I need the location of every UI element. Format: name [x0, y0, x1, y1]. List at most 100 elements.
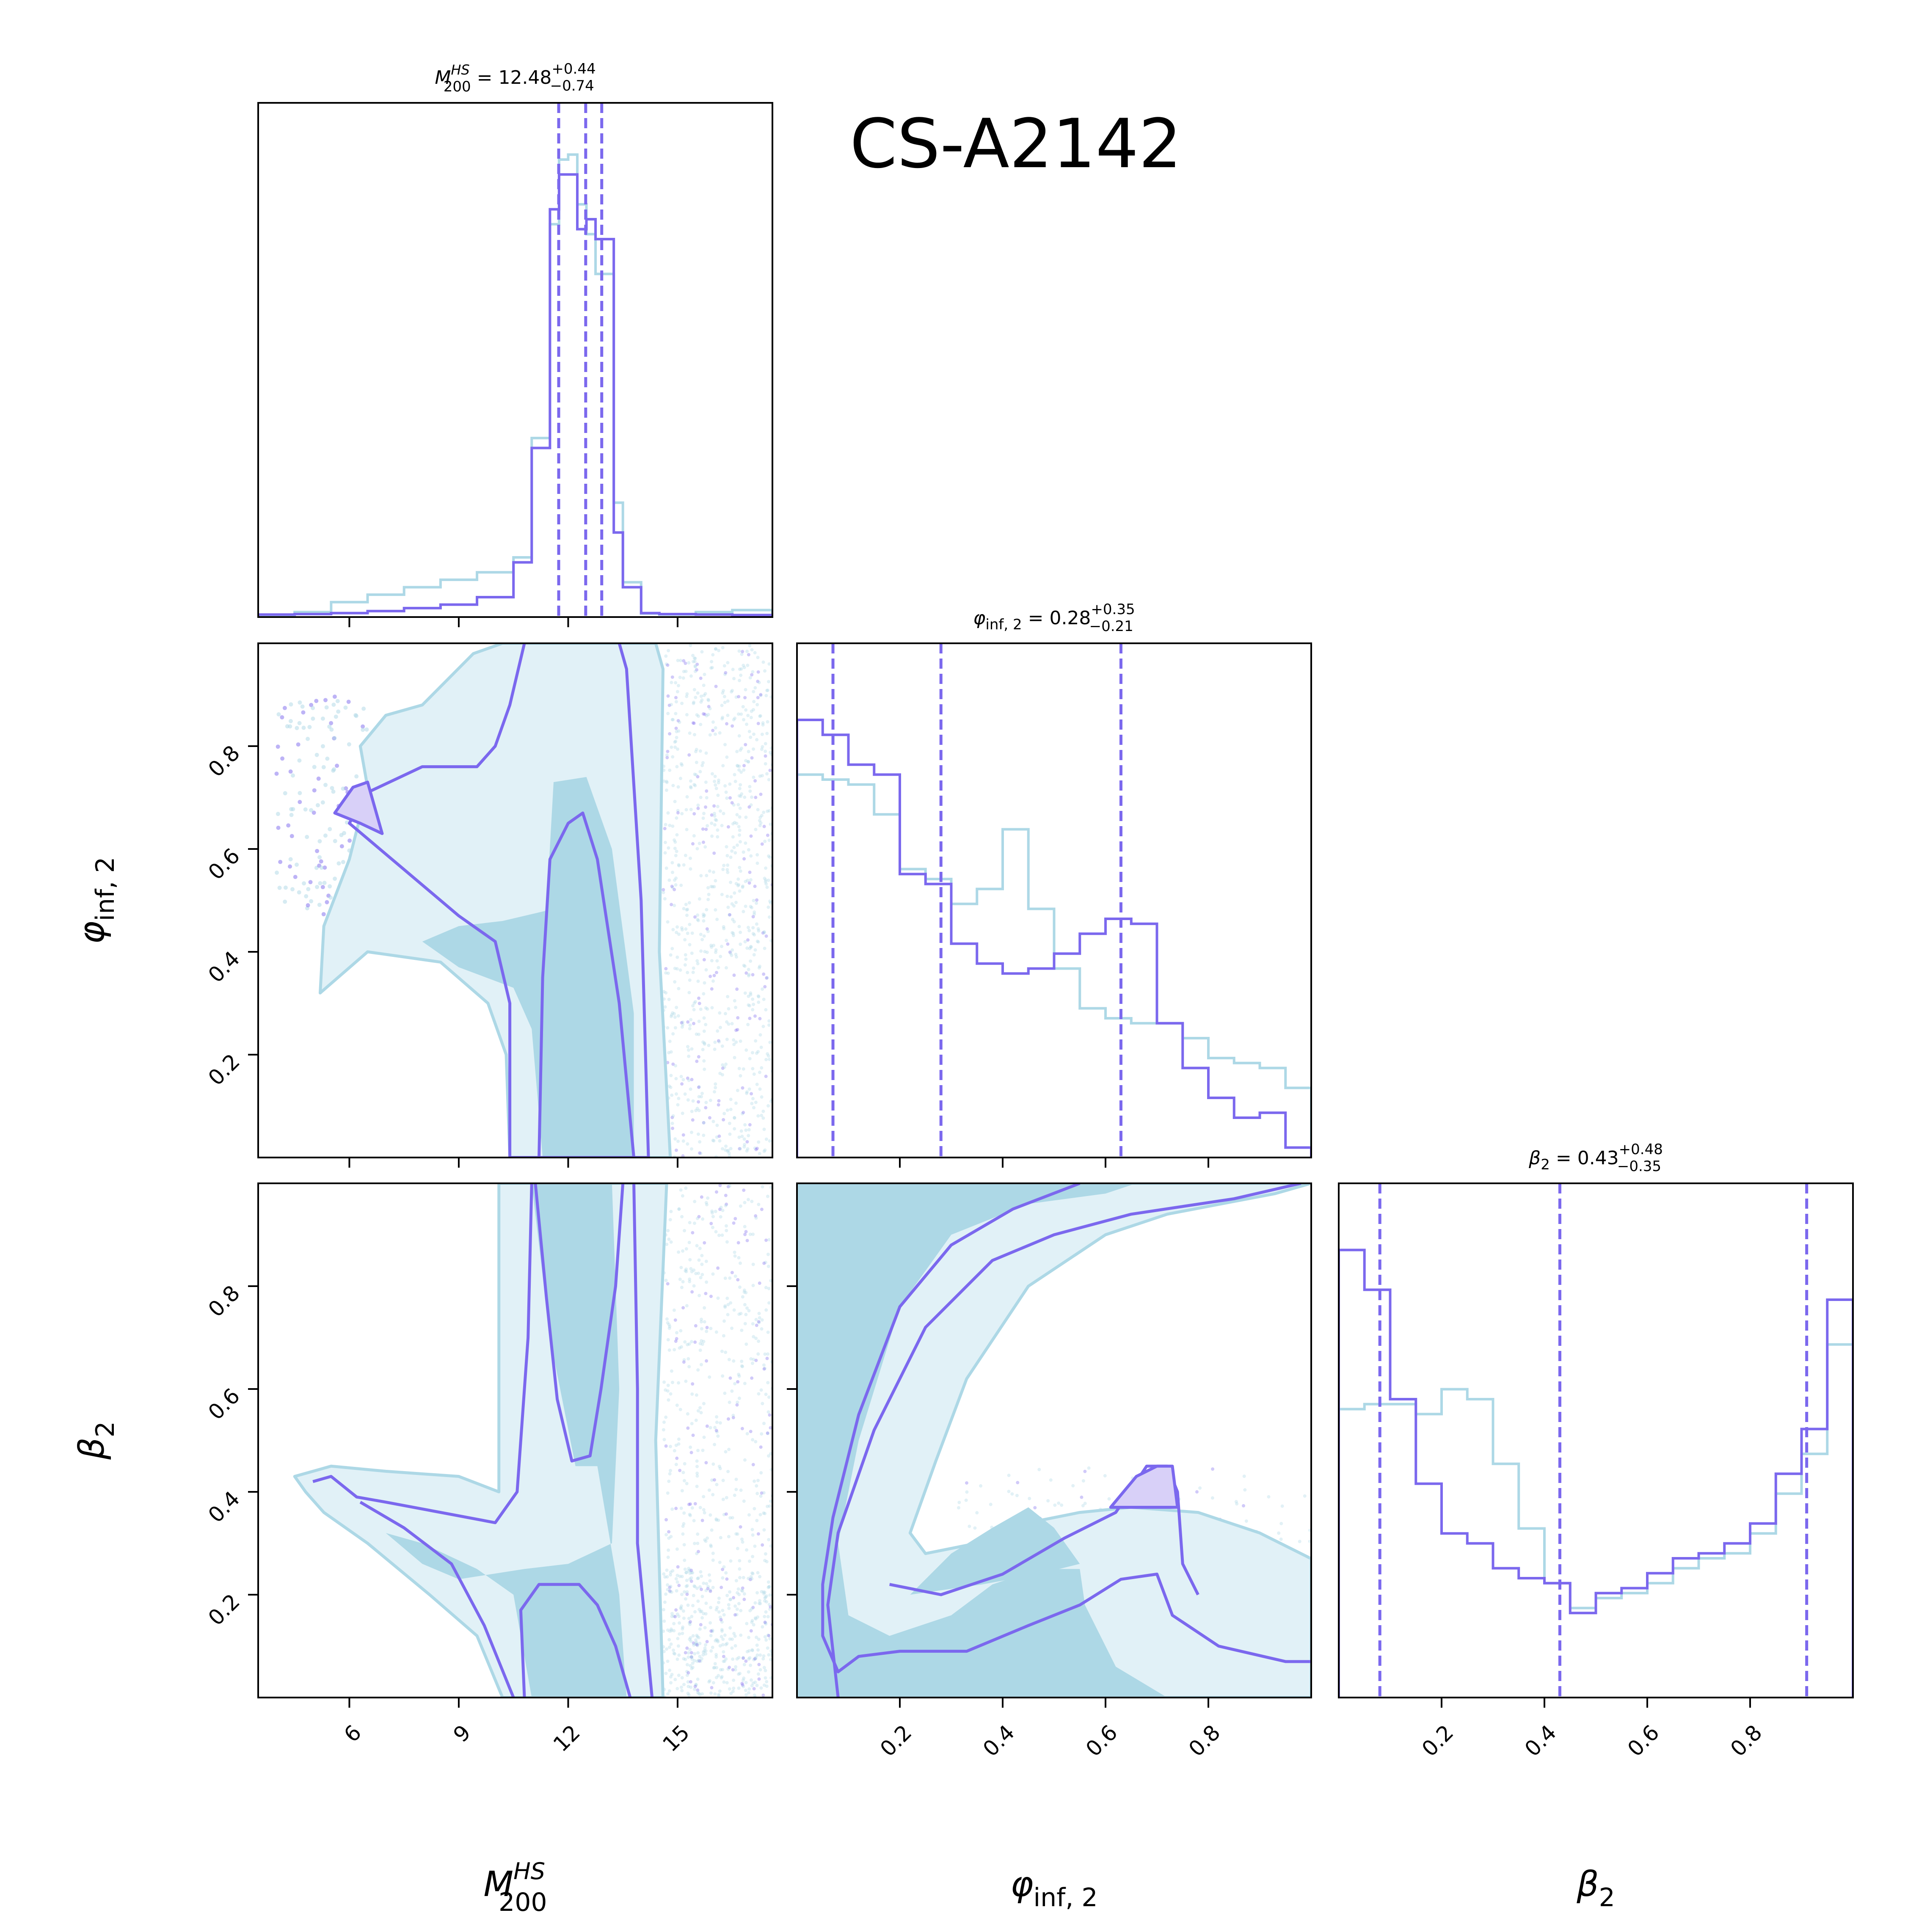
sample-point: [755, 1051, 758, 1055]
sample-point: [683, 1558, 687, 1562]
panel-frame: [1338, 1182, 1854, 1698]
x-tick-label: 0.6: [1081, 1720, 1122, 1761]
sample-point: [732, 920, 736, 923]
sample-point: [673, 878, 676, 882]
sample-point: [680, 928, 684, 932]
sample-point: [724, 790, 728, 794]
sample-point: [749, 904, 753, 908]
sample-point: [290, 834, 294, 838]
sample-point: [666, 1384, 670, 1387]
sample-point: [718, 1689, 722, 1693]
sample-point: [674, 1092, 678, 1096]
sample-point: [1083, 1502, 1087, 1505]
sample-point: [710, 821, 714, 825]
sample-point: [721, 716, 725, 719]
sample-point: [674, 1064, 678, 1068]
sample-point: [739, 943, 742, 946]
sample-point: [695, 1485, 699, 1488]
sample-point: [721, 691, 725, 695]
sample-point: [709, 1295, 713, 1298]
sample-point: [747, 653, 750, 656]
sample-point: [707, 893, 711, 896]
sample-point: [720, 1676, 723, 1680]
sample-point: [739, 673, 743, 677]
sample-point: [702, 934, 706, 938]
sample-point: [698, 1406, 702, 1410]
sample-point: [673, 980, 677, 984]
sample-point: [684, 1247, 688, 1251]
sample-point: [709, 1691, 713, 1695]
sample-point: [669, 1014, 673, 1018]
sample-point: [702, 694, 706, 697]
sample-point: [759, 694, 763, 697]
sample-point: [664, 654, 668, 658]
sample-point: [671, 886, 675, 890]
sample-point: [751, 1606, 755, 1610]
sample-point: [698, 897, 701, 901]
sample-point: [328, 895, 333, 900]
sample-point: [320, 800, 325, 805]
sample-point: [725, 1149, 729, 1153]
sample-point: [691, 1665, 695, 1669]
sample-point: [756, 696, 760, 700]
sample-point: [721, 1637, 725, 1641]
sample-point: [973, 1526, 977, 1530]
sample-point: [744, 1693, 748, 1697]
sample-point: [759, 1686, 763, 1690]
sample-point: [686, 1426, 690, 1430]
sample-point: [757, 681, 761, 684]
sample-point: [688, 1513, 692, 1516]
sample-point: [701, 712, 705, 716]
sample-point: [682, 1360, 686, 1364]
sample-point: [726, 699, 730, 703]
sample-point: [725, 1681, 729, 1685]
sample-point: [679, 1506, 683, 1510]
sample-point: [662, 990, 666, 994]
sample-point: [685, 1592, 689, 1596]
sample-point: [697, 1085, 701, 1089]
sample-point: [712, 1478, 716, 1482]
sample-point: [756, 1050, 760, 1053]
sample-point: [677, 864, 681, 868]
sample-point: [726, 1185, 730, 1188]
sample-point: [323, 698, 328, 703]
sample-point: [698, 1627, 702, 1631]
sample-point: [335, 699, 340, 703]
sample-point: [722, 1659, 725, 1663]
sample-point: [682, 907, 686, 911]
sample-point: [743, 1123, 747, 1127]
sample-point: [733, 1613, 737, 1617]
sample-point: [746, 879, 750, 882]
sample-point: [728, 1376, 732, 1380]
sample-point: [763, 1352, 767, 1356]
sample-point: [721, 646, 725, 650]
sample-point: [667, 1536, 671, 1540]
sample-point: [729, 1147, 733, 1150]
sample-point: [339, 844, 344, 849]
title-value: = 0.43: [1550, 1147, 1619, 1169]
sample-point: [742, 768, 746, 772]
title-minus: −0.21: [1089, 618, 1133, 635]
sample-point: [761, 1625, 764, 1629]
sample-point: [684, 957, 688, 961]
sample-point: [721, 1063, 725, 1067]
sample-point: [688, 1023, 692, 1027]
y-axis-label-text-0: φinf, 2: [72, 857, 120, 944]
sample-point: [738, 1285, 742, 1289]
sample-point: [274, 772, 279, 776]
sample-point: [744, 1291, 748, 1295]
sample-point: [711, 885, 714, 889]
sample-point: [693, 664, 697, 668]
sample-point: [673, 799, 677, 803]
sample-point: [764, 1622, 768, 1626]
sample-point: [691, 1231, 695, 1235]
sample-point: [736, 1380, 740, 1384]
sample-point: [732, 718, 736, 722]
sample-point: [664, 1415, 668, 1419]
sample-point: [767, 1019, 771, 1023]
sample-point: [708, 733, 712, 737]
sample-point: [756, 1672, 760, 1676]
sample-point: [685, 1646, 689, 1650]
sample-point: [729, 1301, 733, 1305]
x-axis-label-sup: HS: [513, 1858, 545, 1885]
